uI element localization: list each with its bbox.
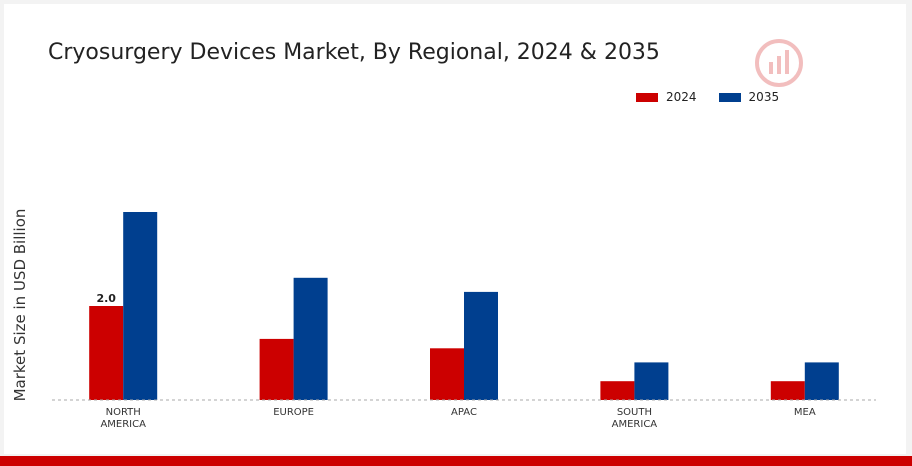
bar-2035-2 bbox=[464, 291, 498, 400]
y-axis-title: Market Size in USD Billion bbox=[11, 209, 29, 402]
bottom-accent-bar bbox=[0, 456, 912, 466]
x-tick-label-0: NORTH AMERICA bbox=[100, 407, 146, 430]
bar-2035-0 bbox=[123, 212, 158, 400]
data-labels: 2.0 bbox=[96, 292, 116, 305]
legend-label-2024: 2024 bbox=[666, 90, 697, 104]
x-tick-label-3: SOUTH AMERICA bbox=[612, 407, 658, 430]
bar-2024-1 bbox=[259, 338, 294, 400]
legend-item-2024: 2024 bbox=[636, 90, 697, 104]
bar-2024-3 bbox=[600, 381, 635, 400]
bar-2035-3 bbox=[634, 362, 669, 400]
legend-swatch-2024 bbox=[636, 92, 658, 102]
legend: 2024 2035 bbox=[636, 90, 801, 104]
x-tick-label-2: APAC bbox=[451, 407, 477, 418]
bar-2035-4 bbox=[804, 362, 839, 400]
bar-2024-0 bbox=[89, 306, 124, 400]
legend-item-2035: 2035 bbox=[718, 90, 780, 104]
legend-swatch-2035 bbox=[718, 92, 741, 102]
x-tick-label-1: EUROPE bbox=[273, 407, 314, 418]
bar-2024-4 bbox=[770, 381, 805, 400]
x-tick-labels: NORTH AMERICA EUROPE APAC SOUTH AMERICA MEA bbox=[100, 407, 815, 430]
chart-title: Cryosurgery Devices Market, By Regional,… bbox=[48, 40, 660, 65]
bar-2035-1 bbox=[293, 277, 328, 400]
market-research-logo-icon bbox=[755, 39, 803, 87]
bar-2024-2 bbox=[430, 348, 464, 400]
x-tick-label-4: MEA bbox=[794, 407, 816, 418]
legend-label-2035: 2035 bbox=[748, 90, 780, 104]
data-label-0: 2.0 bbox=[96, 292, 116, 305]
bars-group bbox=[89, 212, 839, 400]
